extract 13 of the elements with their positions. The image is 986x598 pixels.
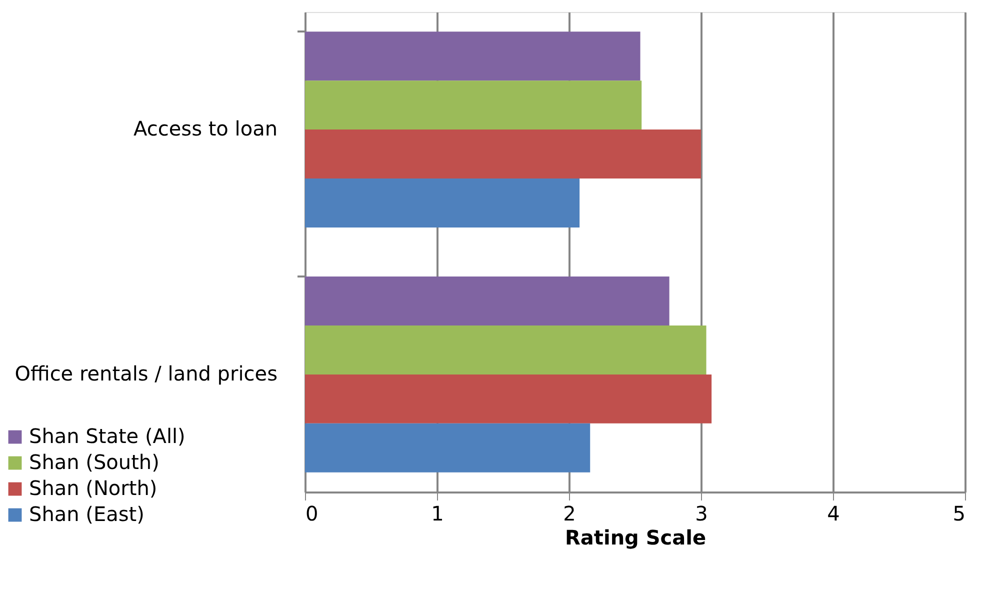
x-axis-title: Rating Scale: [564, 526, 706, 550]
y-tick-label: Office rentals / land prices: [14, 361, 278, 386]
x-tick-label: 4: [827, 502, 840, 526]
y-tick-label: Access to loan: [134, 116, 278, 141]
x-tick-label: 3: [695, 502, 708, 526]
x-tick-label: 5: [952, 502, 966, 526]
x-tick-label: 2: [563, 502, 576, 526]
legend-label: Shan (North): [29, 476, 158, 500]
legend-label: Shan State (All): [29, 424, 186, 448]
legend-label: Shan (South): [29, 450, 160, 474]
x-tick-label: 0: [306, 502, 318, 526]
x-tick-label: 1: [431, 502, 444, 526]
legend-label: Shan (East): [29, 502, 144, 526]
